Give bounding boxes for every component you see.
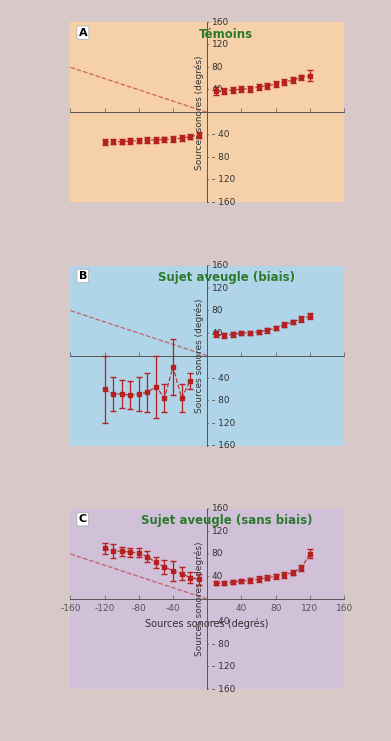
Text: 40: 40 bbox=[212, 329, 223, 338]
Text: 120: 120 bbox=[212, 40, 229, 49]
Text: 120: 120 bbox=[212, 527, 229, 536]
Text: - 40: - 40 bbox=[212, 617, 229, 626]
Text: - 80: - 80 bbox=[212, 396, 229, 405]
Text: - 160: - 160 bbox=[212, 685, 235, 694]
Y-axis label: Sources sonores (degrés): Sources sonores (degrés) bbox=[195, 299, 204, 413]
Text: C: C bbox=[79, 514, 87, 525]
Text: Sujet aveugle (sans biais): Sujet aveugle (sans biais) bbox=[141, 514, 312, 528]
Text: - 80: - 80 bbox=[212, 639, 229, 648]
Text: 40: 40 bbox=[212, 572, 223, 581]
Text: Témoins: Témoins bbox=[199, 27, 253, 41]
Text: 160: 160 bbox=[212, 505, 229, 514]
Text: - 40: - 40 bbox=[212, 373, 229, 382]
Text: B: B bbox=[79, 271, 87, 281]
Text: - 40: - 40 bbox=[212, 130, 229, 139]
X-axis label: Sources sonores (degrés): Sources sonores (degrés) bbox=[145, 619, 269, 629]
Y-axis label: Sources sonores (degrés): Sources sonores (degrés) bbox=[195, 55, 204, 170]
Text: - 160: - 160 bbox=[212, 442, 235, 451]
Text: - 160: - 160 bbox=[212, 198, 235, 207]
Y-axis label: Sources sonores (degrés): Sources sonores (degrés) bbox=[195, 542, 204, 657]
Text: - 120: - 120 bbox=[212, 419, 235, 428]
Text: - 120: - 120 bbox=[212, 662, 235, 671]
Text: 120: 120 bbox=[212, 284, 229, 293]
Text: - 120: - 120 bbox=[212, 176, 235, 185]
Text: 80: 80 bbox=[212, 306, 223, 315]
Text: 40: 40 bbox=[212, 85, 223, 94]
Text: A: A bbox=[79, 27, 87, 38]
Text: 80: 80 bbox=[212, 549, 223, 559]
Text: - 80: - 80 bbox=[212, 153, 229, 162]
Text: 160: 160 bbox=[212, 18, 229, 27]
Text: 80: 80 bbox=[212, 63, 223, 72]
Text: Sujet aveugle (biais): Sujet aveugle (biais) bbox=[158, 271, 295, 284]
Text: 160: 160 bbox=[212, 261, 229, 270]
